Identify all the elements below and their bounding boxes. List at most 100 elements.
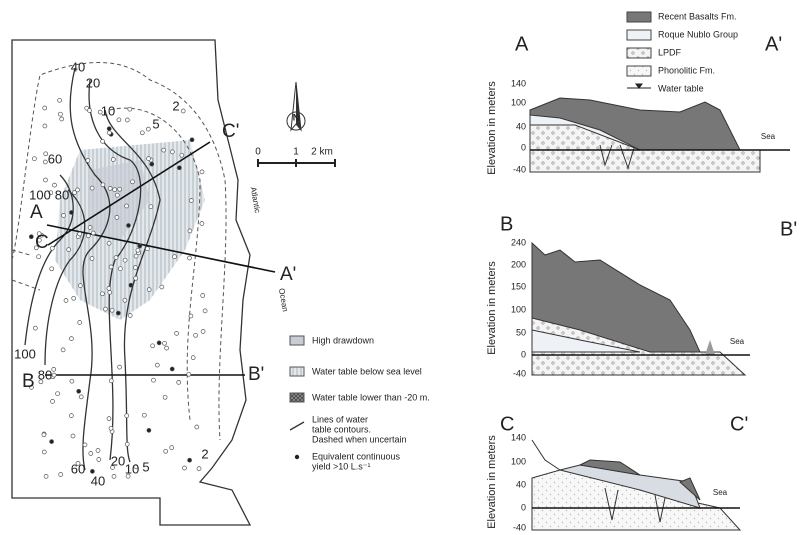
y-tick-label: 100: [511, 456, 526, 466]
well: [69, 336, 74, 341]
section-b: [531, 241, 750, 376]
ocean-label: Ocean: [277, 288, 290, 313]
well: [63, 298, 69, 303]
well: [133, 464, 139, 469]
contour: [69, 67, 111, 471]
well: [108, 378, 114, 384]
contour: [88, 79, 142, 461]
well: [112, 187, 118, 193]
swatch: [626, 65, 652, 77]
section-label: B: [22, 371, 35, 392]
well: [75, 461, 81, 466]
well: [187, 457, 192, 463]
well: [117, 186, 123, 192]
well: [36, 237, 42, 243]
axis-label: Elevation in meters: [486, 261, 498, 355]
contour-label: 60: [71, 461, 85, 476]
swatch: [626, 47, 652, 59]
well: [107, 186, 113, 191]
legend-label: Dashed when uncertain: [312, 434, 407, 444]
swatch: [294, 454, 300, 460]
well: [90, 230, 96, 236]
well: [162, 340, 167, 346]
well: [36, 254, 41, 260]
well: [133, 275, 139, 281]
well: [174, 331, 179, 336]
well: [124, 203, 129, 209]
y-tick-label: 200: [511, 259, 526, 269]
well: [194, 424, 200, 430]
well: [169, 366, 175, 372]
legend-label: Water table below sea level: [312, 366, 422, 376]
y-tick-label: -40: [513, 164, 526, 174]
legend-label: Lines of water: [312, 414, 368, 424]
section-a: [529, 97, 790, 173]
well: [125, 473, 131, 479]
well: [154, 362, 160, 368]
section-label: B': [248, 364, 264, 385]
section-c: [531, 439, 742, 531]
well: [66, 247, 72, 252]
well: [182, 465, 187, 471]
well: [78, 394, 84, 400]
well: [41, 449, 47, 455]
well: [87, 108, 92, 113]
section-label: A': [280, 264, 296, 285]
well: [51, 372, 57, 378]
profile-label: C': [730, 413, 748, 435]
well: [38, 379, 44, 385]
well: [114, 192, 120, 198]
legend-label: Phonolitic Fm.: [658, 65, 715, 75]
map-legend: [289, 335, 305, 460]
well: [124, 117, 130, 123]
well: [162, 394, 168, 400]
contour-label: 40: [71, 59, 85, 74]
section-label: C: [35, 232, 49, 253]
well: [148, 204, 154, 210]
well: [151, 377, 156, 383]
well: [77, 283, 83, 288]
contour-uncertain: [109, 107, 201, 421]
well: [199, 169, 205, 175]
y-tick-label: 100: [511, 304, 526, 314]
well: [77, 320, 83, 325]
well: [95, 448, 101, 453]
swatch: [289, 366, 305, 377]
well: [96, 457, 102, 462]
well: [29, 385, 34, 390]
well: [85, 233, 91, 239]
well: [200, 329, 206, 334]
well: [43, 474, 49, 479]
well: [59, 116, 65, 122]
well: [159, 284, 165, 290]
well: [42, 123, 48, 129]
well: [145, 246, 150, 252]
well: [128, 282, 134, 288]
well: [100, 139, 105, 144]
sections-legend-swatches: [626, 11, 652, 89]
well: [42, 159, 48, 165]
legend-label: High drawdown: [312, 335, 374, 345]
well: [110, 157, 116, 162]
well: [70, 433, 76, 439]
north-arrow: [286, 81, 306, 132]
contour-label: 80: [38, 367, 52, 382]
well: [196, 466, 202, 471]
well: [97, 109, 103, 115]
swatch: [289, 335, 305, 346]
contour: [24, 174, 74, 346]
well: [164, 345, 169, 351]
well: [127, 313, 133, 318]
well: [89, 185, 95, 191]
contour-label: 100: [29, 187, 51, 202]
well: [122, 297, 128, 303]
contour-label: 2: [201, 446, 208, 461]
y-tick-label: 150: [511, 281, 526, 291]
well: [52, 182, 57, 188]
well: [36, 231, 42, 237]
well: [72, 190, 77, 195]
wells: [28, 97, 208, 479]
well: [137, 243, 143, 249]
section-label: A: [30, 202, 43, 223]
well: [177, 165, 182, 171]
